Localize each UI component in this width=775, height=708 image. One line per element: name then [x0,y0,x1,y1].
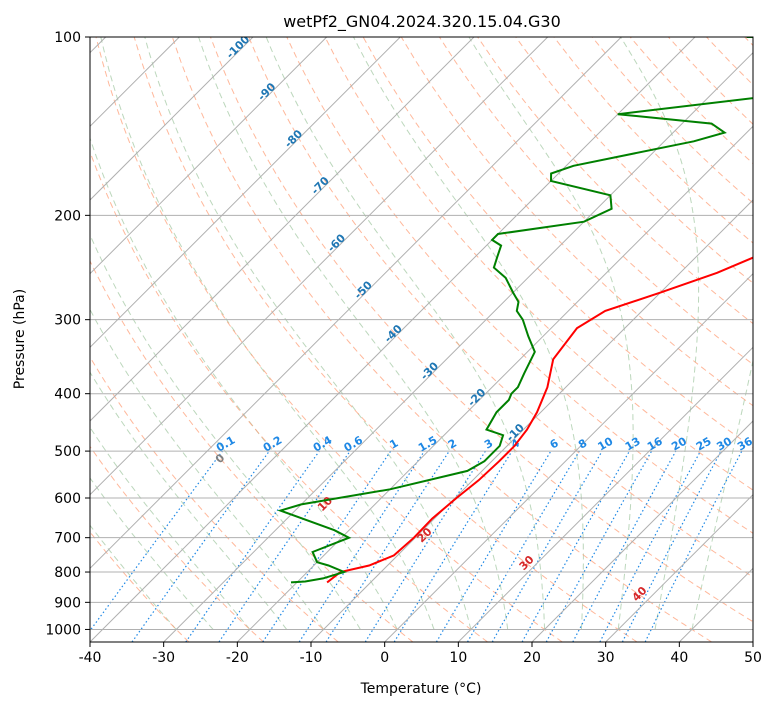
sounding-profiles [277,37,753,584]
dry-adiabat-line [90,445,264,642]
y-tick-label: 100 [54,30,81,46]
dry-adiabat-line [90,259,414,642]
dry-adiabat-line [248,37,753,578]
x-tick-label: 50 [744,650,762,666]
isotherm-line [90,37,254,201]
moist-adiabat-line [90,371,288,630]
moist-adiabat-line [620,37,700,630]
y-axis-ticks: 1000 900 800 700 600 500 400 300 200 100 [45,30,90,638]
moist-adiabat-line [353,37,584,630]
mixing-ratio-line [90,450,223,632]
isotherm-line [605,493,753,642]
dry-adiabat-line [210,37,753,623]
moist-adiabat-line [468,37,634,630]
x-axis-label: Temperature (°C) [360,681,482,697]
isotherm-line [310,199,753,642]
y-tick-label: 300 [54,313,81,329]
moist-adiabat-line [265,37,546,630]
moist-adiabat-line [198,37,509,630]
mixing-ratio-line [185,450,320,642]
x-tick-label: -30 [152,650,175,666]
skewed-isotherms [90,37,753,642]
isotherm-line [90,37,549,496]
dry-adiabat-line [133,37,638,642]
moist-adiabat-line [90,136,398,630]
moist-adiabat-line [90,524,177,630]
y-tick-label: 600 [54,491,81,507]
y-tick-label: 700 [54,531,81,547]
mixing-ratio-line [393,450,513,642]
dry-adiabat-line [95,37,563,642]
dry-adiabat-line [171,37,712,642]
x-tick-label: 0 [380,650,389,666]
mixing-ratio-line [572,450,677,642]
x-tick-label: 20 [523,650,541,666]
x-tick-label: -20 [226,650,249,666]
x-tick-label: 40 [670,650,688,666]
moist-adiabat-line [691,358,753,630]
mixing-ratio-line [644,450,743,642]
y-tick-label: 200 [54,208,81,224]
y-tick-label: 500 [54,444,81,460]
isotherm-line [90,37,622,570]
isotherm-line [90,37,475,422]
y-tick-label: 900 [54,595,81,611]
x-tick-label: -40 [79,650,102,666]
isotherm-line [90,37,328,275]
mixing-ratio-line [131,450,270,642]
isotherm-line [752,641,753,642]
y-tick-label: 1000 [45,622,81,638]
mixing-ratio-line [325,450,450,642]
dry-adiabat-line [286,37,753,534]
mixing-ratio-line [298,450,425,642]
chart-title: wetPf2_GN04.2024.320.15.04.G30 [283,12,561,32]
isotherm-line [457,346,753,642]
dry-adiabat-line [515,37,753,284]
y-tick-label: 800 [54,565,81,581]
mixing-ratio-line [218,450,351,642]
plot-area: -100-90-80-70-60-50-40-30-20-10010203040… [90,37,755,642]
dry-adiabats [90,37,753,642]
temperature-profile-line [326,256,753,584]
isotherm-line [163,51,753,642]
y-axis-label: Pressure (hPa) [12,289,28,389]
isotherm-line [531,420,753,642]
moist-adiabat-line [90,308,324,630]
plot-frame [89,36,754,643]
moist-adiabat-line [90,426,251,630]
pressure-gridlines [90,37,753,630]
moist-adiabat-line [90,477,214,630]
mixing-ratio-line [545,450,653,642]
x-tick-label: 30 [597,650,615,666]
mixing-ratio-line [521,450,631,642]
y-tick-label: 400 [54,387,81,403]
dewpoint-profile-line [277,37,753,584]
mixing-ratio-lines [90,450,743,642]
isotherm-line [384,272,753,642]
x-tick-label: 10 [449,650,467,666]
moist-adiabat-line [90,233,361,630]
dry-adiabat-line [90,356,339,642]
isotherm-line [90,37,401,349]
mixing-ratio-label: 36 [735,434,755,453]
moist-adiabat-line [100,37,435,630]
isotherm-line [90,37,696,642]
moist-adiabats [90,37,753,630]
x-axis-ticks: -40 -30 -20 -10 0 10 20 30 40 50 [79,642,762,666]
x-tick-label: -10 [300,650,323,666]
dry-adiabat-line [324,37,753,491]
moist-adiabat-line [144,37,472,630]
